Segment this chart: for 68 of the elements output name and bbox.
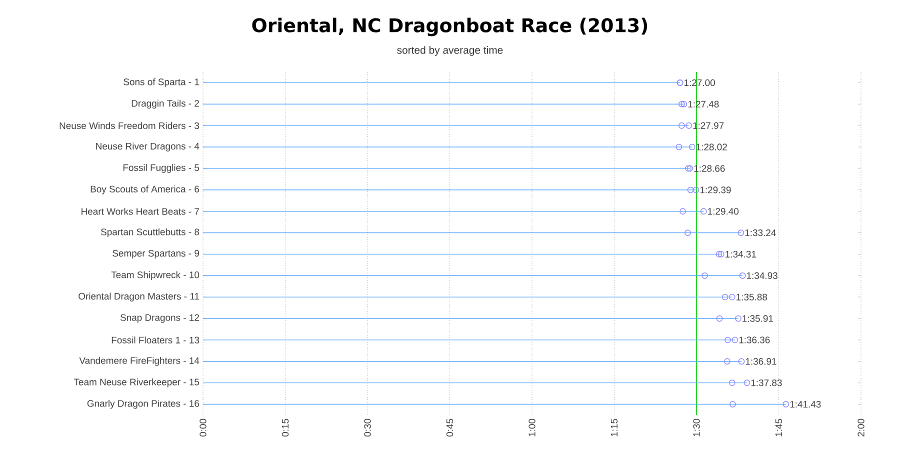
point — [678, 100, 685, 108]
point — [735, 315, 742, 322]
chart-title: Oriental, NC Dragonboat Race (2013) — [252, 18, 648, 36]
point — [738, 358, 745, 365]
annotation: 1:36.91 — [746, 358, 776, 365]
x-tick-label: 0:30 — [364, 418, 371, 437]
y-tick-label: Boy Scouts of America - 6 — [90, 185, 200, 194]
point — [686, 165, 694, 172]
point — [676, 144, 682, 150]
point — [680, 208, 686, 214]
y-tick-label: Gnarly Dragon Pirates - 16 — [87, 400, 200, 409]
point — [684, 230, 691, 236]
y-tick-label: Vandemere FireFighters - 14 — [79, 356, 200, 366]
point — [680, 100, 688, 108]
point — [729, 380, 736, 386]
y-tick-label: Fossil Fugglies - 5 — [123, 164, 200, 173]
y-tick-label: Draggin Tails - 2 — [132, 100, 199, 109]
annotation: 1:35.91 — [742, 315, 773, 322]
annotation: 1:36.36 — [739, 336, 770, 344]
point — [730, 401, 736, 408]
x-tick-label: 2:00 — [858, 418, 864, 436]
annotation: 1:35.88 — [736, 294, 768, 300]
point — [686, 122, 692, 129]
point — [739, 272, 746, 279]
point — [738, 230, 744, 236]
point — [782, 401, 790, 408]
x-tick-label: 0:45 — [446, 418, 454, 437]
chart-subtitle: sorted by average time — [397, 46, 503, 56]
y-tick-label: Oriental Dragon Masters - 11 — [78, 292, 200, 302]
y-tick-label: Snap Dragons - 12 — [120, 314, 200, 323]
y-tick-label: Neuse River Dragons - 4 — [96, 142, 200, 152]
point — [692, 186, 700, 194]
y-tick-label: Team Neuse Riverkeeper - 15 — [74, 378, 200, 388]
annotation: 1:41.43 — [790, 400, 821, 408]
point — [678, 122, 685, 129]
point — [744, 380, 750, 386]
y-tick-label: Semper Spartans - 9 — [112, 250, 200, 258]
x-tick-label: 1:30 — [693, 418, 700, 436]
x-tick-label: 1:15 — [610, 418, 618, 436]
y-tick-label: Spartan Scuttlebutts - 8 — [101, 228, 200, 238]
point — [716, 315, 723, 322]
y-tick-label: Fossil Floaters 1 - 13 — [112, 336, 200, 344]
annotation: 1:34.31 — [726, 250, 756, 258]
y-tick-label: Team Shipwreck - 10 — [111, 271, 200, 280]
annotation: 1:29.40 — [708, 208, 739, 215]
x-tick-label: 1:45 — [775, 418, 782, 436]
y-tick-label: Sons of Sparta - 1 — [124, 78, 200, 88]
x-tick-label: 0:15 — [282, 418, 289, 437]
point — [685, 165, 692, 172]
point — [724, 358, 730, 365]
point — [687, 186, 694, 194]
point — [702, 272, 708, 279]
point — [722, 294, 728, 300]
point — [729, 294, 736, 300]
x-tick-label: 0:00 — [200, 418, 206, 437]
annotation: 1:33.24 — [745, 229, 776, 236]
point — [732, 336, 738, 344]
x-tick-label: 1:00 — [528, 418, 536, 436]
annotation: 1:37.83 — [751, 379, 782, 386]
y-tick-label: Neuse Winds Freedom Riders - 3 — [60, 122, 200, 130]
annotation: 1:29.39 — [700, 186, 731, 194]
point — [724, 336, 731, 344]
annotation: 1:34.93 — [746, 272, 778, 279]
y-tick-label: Heart Works Heart Beats - 7 — [82, 208, 200, 215]
point — [700, 208, 707, 214]
point — [716, 251, 722, 258]
point — [688, 144, 696, 150]
point — [718, 251, 724, 258]
